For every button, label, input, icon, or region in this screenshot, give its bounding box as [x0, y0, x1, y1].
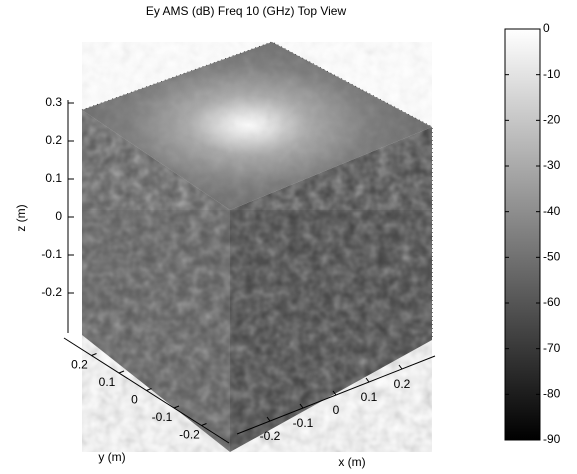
y-tick-label: -0.1 — [152, 410, 173, 424]
z-tick-label: -0.1 — [41, 247, 62, 261]
z-tick-label: 0 — [55, 209, 62, 223]
x-tick-label: -0.2 — [260, 429, 281, 443]
z-tick-label: 0.1 — [45, 171, 62, 185]
x-tick-label: 0.2 — [394, 377, 411, 391]
y-tick — [201, 423, 207, 426]
colorbar-tick-label: -80 — [543, 387, 561, 401]
z-tick-label: 0.3 — [45, 95, 62, 109]
y-tick — [118, 370, 125, 374]
colorbar — [504, 28, 541, 441]
colorbar-tick-label: -90 — [543, 432, 561, 446]
y-tick — [91, 353, 97, 356]
colorbar-tick-label: -60 — [543, 295, 561, 309]
z-tick-label: 0.2 — [45, 133, 62, 147]
z-axis-label: z (m) — [14, 204, 28, 231]
x-tick — [398, 364, 403, 370]
x-axis-label: x (m) — [338, 455, 365, 469]
left-face-texture — [82, 110, 230, 452]
y-tick-label: 0.1 — [99, 375, 116, 389]
colorbar-tick-label: -10 — [543, 67, 561, 81]
colorbar-tick-label: -70 — [543, 341, 561, 355]
x-tick — [299, 403, 304, 409]
colorbar-tick-label: -50 — [543, 250, 561, 264]
right-face-texture — [230, 127, 432, 452]
colorbar-tick-label: -20 — [543, 113, 561, 127]
x-tick-label: -0.1 — [293, 416, 314, 430]
y-tick-label: 0 — [131, 393, 138, 407]
cube — [81, 41, 433, 452]
x-tick-label: 0.1 — [361, 390, 378, 404]
x-tick — [332, 390, 337, 396]
y-axis-label: y (m) — [98, 450, 125, 464]
y-tick-label: 0.2 — [71, 358, 88, 372]
y-tick — [173, 405, 180, 409]
colorbar-tick-label: 0 — [543, 21, 550, 35]
colorbar-tick-label: -40 — [543, 204, 561, 218]
top-face-texture — [82, 42, 432, 210]
y-tick — [146, 388, 152, 391]
chart-title: Ey AMS (dB) Freq 10 (GHz) Top View — [146, 4, 347, 18]
y-tick-label: -0.2 — [179, 428, 200, 442]
x-tick — [365, 377, 370, 383]
z-tick-label: -0.2 — [41, 285, 62, 299]
colorbar-tick-label: -30 — [543, 158, 561, 172]
x-tick-label: 0 — [333, 403, 340, 417]
x-tick — [266, 416, 271, 422]
